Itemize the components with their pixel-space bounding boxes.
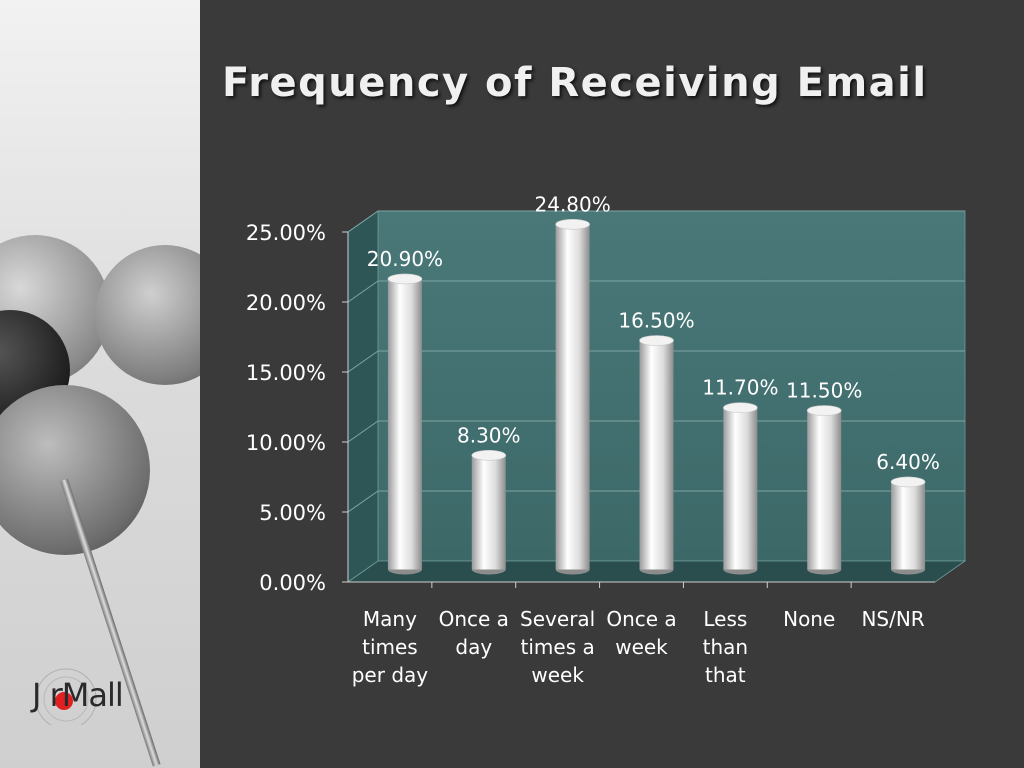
bar: [891, 481, 926, 570]
x-tick-label: Once a week: [606, 607, 676, 659]
y-tick-label: 25.00%: [246, 221, 326, 245]
logo-red-dot: [55, 692, 73, 710]
data-label: 8.30%: [457, 423, 521, 447]
pushpin-head-2: [95, 245, 200, 385]
bar-top: [890, 476, 926, 488]
y-tick-label: 20.00%: [246, 291, 326, 315]
bar: [555, 224, 590, 570]
data-label: 11.50%: [786, 379, 862, 403]
slide-title: Frequency of Receiving Email: [222, 60, 928, 106]
data-label: 20.90%: [367, 247, 443, 271]
bar-top: [471, 449, 507, 461]
bar: [387, 278, 422, 570]
pushpin-photo: [0, 0, 200, 768]
data-label: 16.50%: [618, 309, 694, 333]
x-tick-label: Once a day: [439, 607, 509, 659]
data-label: 24.80%: [535, 192, 611, 216]
bar: [471, 455, 506, 570]
bar-top: [723, 402, 758, 414]
gridline-side: [347, 490, 379, 513]
bar: [639, 340, 674, 570]
logo-text: J rMall: [32, 676, 124, 714]
x-tick-label: Several times a week: [520, 607, 595, 687]
bar-top: [639, 335, 674, 346]
bar: [723, 407, 758, 570]
bar: [807, 410, 842, 570]
gridline-side: [347, 350, 379, 373]
x-tick-label: None: [783, 607, 835, 631]
x-tick-label: Many times per day: [352, 607, 429, 687]
logo-rings: [35, 668, 97, 725]
y-tick-label: 5.00%: [259, 501, 326, 525]
data-label: 11.70%: [702, 376, 778, 400]
bar-top: [387, 273, 423, 285]
gridline-side: [347, 280, 379, 303]
gridline-side: [347, 210, 379, 233]
bar-top: [806, 405, 842, 416]
x-tick-label: NS/NR: [861, 607, 924, 631]
data-label: 6.40%: [876, 450, 940, 474]
x-tick-label: Less than that: [703, 607, 748, 687]
gridline-side: [347, 420, 379, 443]
bar-top: [555, 219, 590, 230]
y-tick-label: 0.00%: [259, 571, 326, 595]
y-tick-label: 10.00%: [246, 431, 326, 455]
y-tick-label: 15.00%: [246, 361, 326, 385]
